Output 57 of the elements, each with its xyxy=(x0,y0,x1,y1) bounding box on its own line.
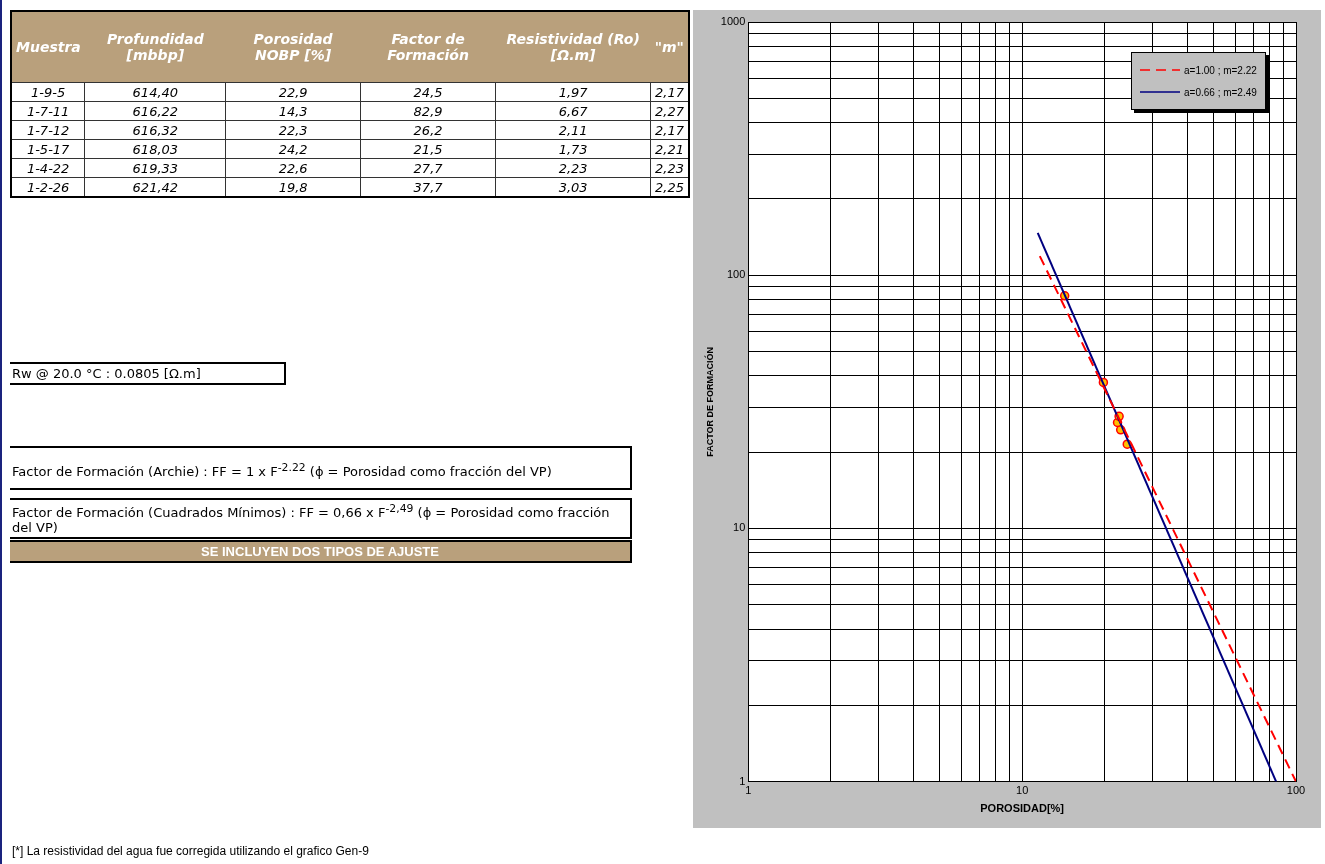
text: 1-9-5 xyxy=(11,82,85,102)
text: 2,17 xyxy=(650,82,689,102)
text: 1,97 xyxy=(495,82,651,102)
text: 2,17 xyxy=(650,120,689,140)
y-tick-label: 100 xyxy=(726,268,746,281)
y-tick-label: 1 xyxy=(739,774,746,787)
text: 1-7-12 xyxy=(11,120,85,140)
legend-label: a=0.66 ; m=2.49 xyxy=(1184,86,1257,98)
text: 2,25 xyxy=(650,177,689,197)
text: 26,2 xyxy=(360,120,496,140)
text: 1-2-26 xyxy=(11,177,85,197)
text: 2,23 xyxy=(650,158,689,178)
text: 3,03 xyxy=(495,177,651,197)
y-tick-label: 10 xyxy=(733,521,746,534)
text: SE INCLUYEN DOS TIPOS DE AJUSTE xyxy=(10,540,632,563)
text: 37,7 xyxy=(360,177,496,197)
text: Resistividad (Ro) [Ω.m] xyxy=(495,11,651,83)
x-tick-label: 100 xyxy=(1286,784,1306,797)
text: Rw @ 20.0 °C : 0.0805 [Ω.m] xyxy=(10,362,286,385)
text: Muestra xyxy=(11,11,85,83)
text: 2,11 xyxy=(495,120,651,140)
text: 82,9 xyxy=(360,101,496,121)
text: 1-5-17 xyxy=(11,139,85,159)
text: 1-4-22 xyxy=(11,158,85,178)
text: 22,6 xyxy=(225,158,361,178)
text: 22,3 xyxy=(225,120,361,140)
text: 2,21 xyxy=(650,139,689,159)
text: 2,27 xyxy=(650,101,689,121)
text: Profundidad [mbbp] xyxy=(84,11,226,83)
text: 621,42 xyxy=(84,177,226,197)
text: [*] La resistividad del agua fue corregida utilizando el grafico Gen-9 xyxy=(11,843,370,860)
text: 1-7-11 xyxy=(11,101,85,121)
text: 24,5 xyxy=(360,82,496,102)
text: 6,67 xyxy=(495,101,651,121)
text: 22,9 xyxy=(225,82,361,102)
text: 2,23 xyxy=(495,158,651,178)
text: 14,3 xyxy=(225,101,361,121)
text: Factor de Formación (Cuadrados Mínimos) : FF = 0,66 x F$^{-2,49}$ (ϕ = Porosidad como fracción del VP) xyxy=(12,502,610,536)
text: 27,7 xyxy=(360,158,496,178)
text: 616,22 xyxy=(84,101,226,121)
text: 21,5 xyxy=(360,139,496,159)
text: "m" xyxy=(650,11,689,83)
legend-label: a=1.00 ; m=2.22 xyxy=(1184,64,1257,76)
x-tick-label: 10 xyxy=(1016,784,1029,797)
text: 618,03 xyxy=(84,139,226,159)
text: 24,2 xyxy=(225,139,361,159)
y-tick-label: 1000 xyxy=(720,15,746,28)
y-axis-title: FACTOR DE FORMACIÓN xyxy=(703,346,715,457)
text: 614,40 xyxy=(84,82,226,102)
text: 619,33 xyxy=(84,158,226,178)
text: 19,8 xyxy=(225,177,361,197)
text: Factor de Formación xyxy=(360,11,496,83)
text: Porosidad NOBP [%] xyxy=(225,11,361,83)
text: Factor de Formación (Archie) : FF = 1 x F$^{-2.22}$ (ϕ = Porosidad como fracción del VP) xyxy=(10,446,632,490)
text: 616,32 xyxy=(84,120,226,140)
text: 1,73 xyxy=(495,139,651,159)
x-axis-title: POROSIDAD[%] xyxy=(980,802,1065,815)
